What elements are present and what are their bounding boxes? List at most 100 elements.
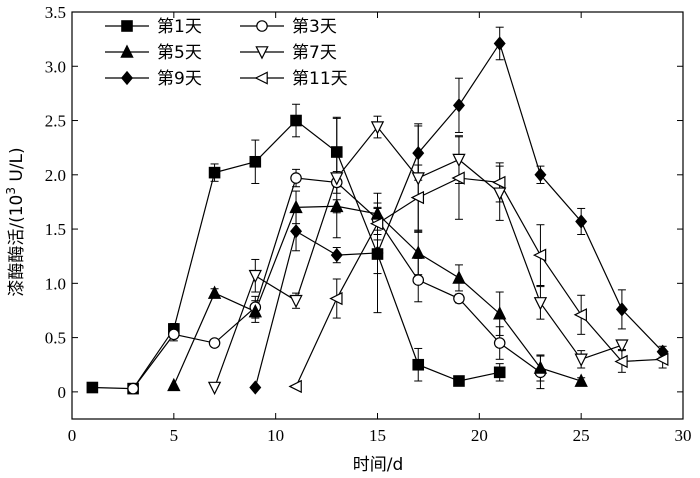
data-point-series-6 [369,216,384,231]
data-point-series-3 [533,360,548,374]
data-point-series-3 [167,377,181,392]
data-point-series-5 [452,98,465,113]
y-tick-label: 0 [58,383,67,402]
legend-label: 第11天 [292,69,348,89]
data-point-series-6 [655,352,669,366]
legend-label: 第9天 [157,69,202,89]
x-tick-label: 10 [267,426,284,445]
data-point-series-6 [614,354,628,369]
data-point-series-3 [289,199,303,214]
x-tick-label: 30 [675,426,692,445]
data-point-series-2 [127,382,139,395]
y-axis-title-suffix: U/L) [7,147,27,187]
data-point-series-5 [371,245,384,261]
data-point-series-1 [290,114,302,127]
data-point-series-5 [412,145,425,161]
data-point-series-4 [533,297,548,311]
data-point-series-1 [249,155,262,168]
data-point-series-3 [452,270,466,284]
legend-marker [256,20,268,32]
legend-entry: 第9天 [105,69,202,89]
data-point-series-6 [492,175,506,190]
legend-marker [120,44,134,58]
legend-label: 第3天 [292,17,337,37]
y-tick-label: 1.0 [45,274,66,293]
data-points [86,36,669,396]
legend-entry: 第3天 [240,17,337,37]
x-axis-title: 时间/d [353,455,404,475]
legend-label: 第7天 [292,43,337,63]
data-point-series-3 [574,373,588,387]
data-point-series-1 [208,166,221,179]
data-point-series-4 [289,294,303,309]
legend-marker [121,20,133,32]
error-bars [129,26,667,392]
x-tick-label: 15 [369,426,386,445]
data-point-series-5 [534,167,547,182]
legend-entry: 第7天 [240,43,337,63]
data-point-series-2 [453,292,465,305]
data-point-series-3 [207,285,222,299]
data-point-series-6 [532,248,547,262]
data-point-series-5 [330,247,343,263]
data-point-series-1 [86,381,99,394]
y-axis-title-superscript: 3 [4,187,18,195]
data-point-series-5 [493,36,506,51]
y-tick-label: 0.5 [45,329,66,348]
series-line-6 [295,177,663,387]
data-point-series-2 [208,337,221,349]
data-point-series-5 [615,302,628,317]
data-point-series-2 [493,337,506,349]
data-point-series-6 [573,308,587,322]
data-point-series-3 [493,306,507,320]
data-point-series-4 [493,187,507,201]
data-point-series-6 [451,171,465,185]
data-point-series-4 [370,121,385,135]
data-point-series-4 [207,381,222,396]
x-tick-label: 0 [68,426,77,445]
legend-marker [121,70,133,86]
data-point-series-4 [411,172,425,186]
data-point-series-2 [412,274,425,286]
data-point-series-2 [168,328,180,341]
data-point-series-4 [452,153,466,168]
data-point-series-1 [412,358,425,371]
legend-marker [254,71,268,85]
data-point-series-3 [370,206,385,220]
data-point-series-3 [330,198,344,213]
legend-marker [255,46,269,60]
y-axis-title: 漆酶酶活/(103 U/L) [4,147,27,296]
data-point-series-5 [249,380,262,395]
data-point-series-3 [411,245,425,259]
y-tick-label: 2.0 [45,166,66,185]
y-tick-label: 3.0 [45,57,66,76]
legend-entry: 第11天 [240,69,348,89]
legend-entry: 第1天 [105,17,202,37]
data-point-series-5 [575,214,588,229]
data-point-series-1 [330,146,343,158]
data-point-series-1 [453,375,465,387]
data-point-series-6 [288,379,302,394]
data-point-series-6 [410,190,425,205]
legend-entry: 第5天 [105,43,202,63]
series-line-1 [92,119,500,390]
data-point-series-5 [290,224,303,239]
y-tick-label: 3.5 [45,3,66,22]
y-tick-label: 1.5 [45,220,66,239]
axes: 0 5 10 15 20 25 30 0 0.5 1.0 1.5 2.0 2.5 3.0 3.5 [45,3,692,445]
data-point-series-4 [330,172,344,186]
data-point-series-1 [493,366,506,379]
x-tick-label: 5 [170,426,179,445]
data-point-series-4 [248,269,262,284]
x-tick-label: 25 [573,426,590,445]
x-tick-label: 20 [471,426,488,445]
data-point-series-3 [248,304,262,318]
y-axis-title-prefix: 漆酶酶活/(10 [7,195,27,297]
data-point-series-6 [329,291,343,306]
data-point-series-4 [615,339,629,353]
data-point-series-2 [290,172,302,184]
legend-label: 第1天 [157,17,202,37]
